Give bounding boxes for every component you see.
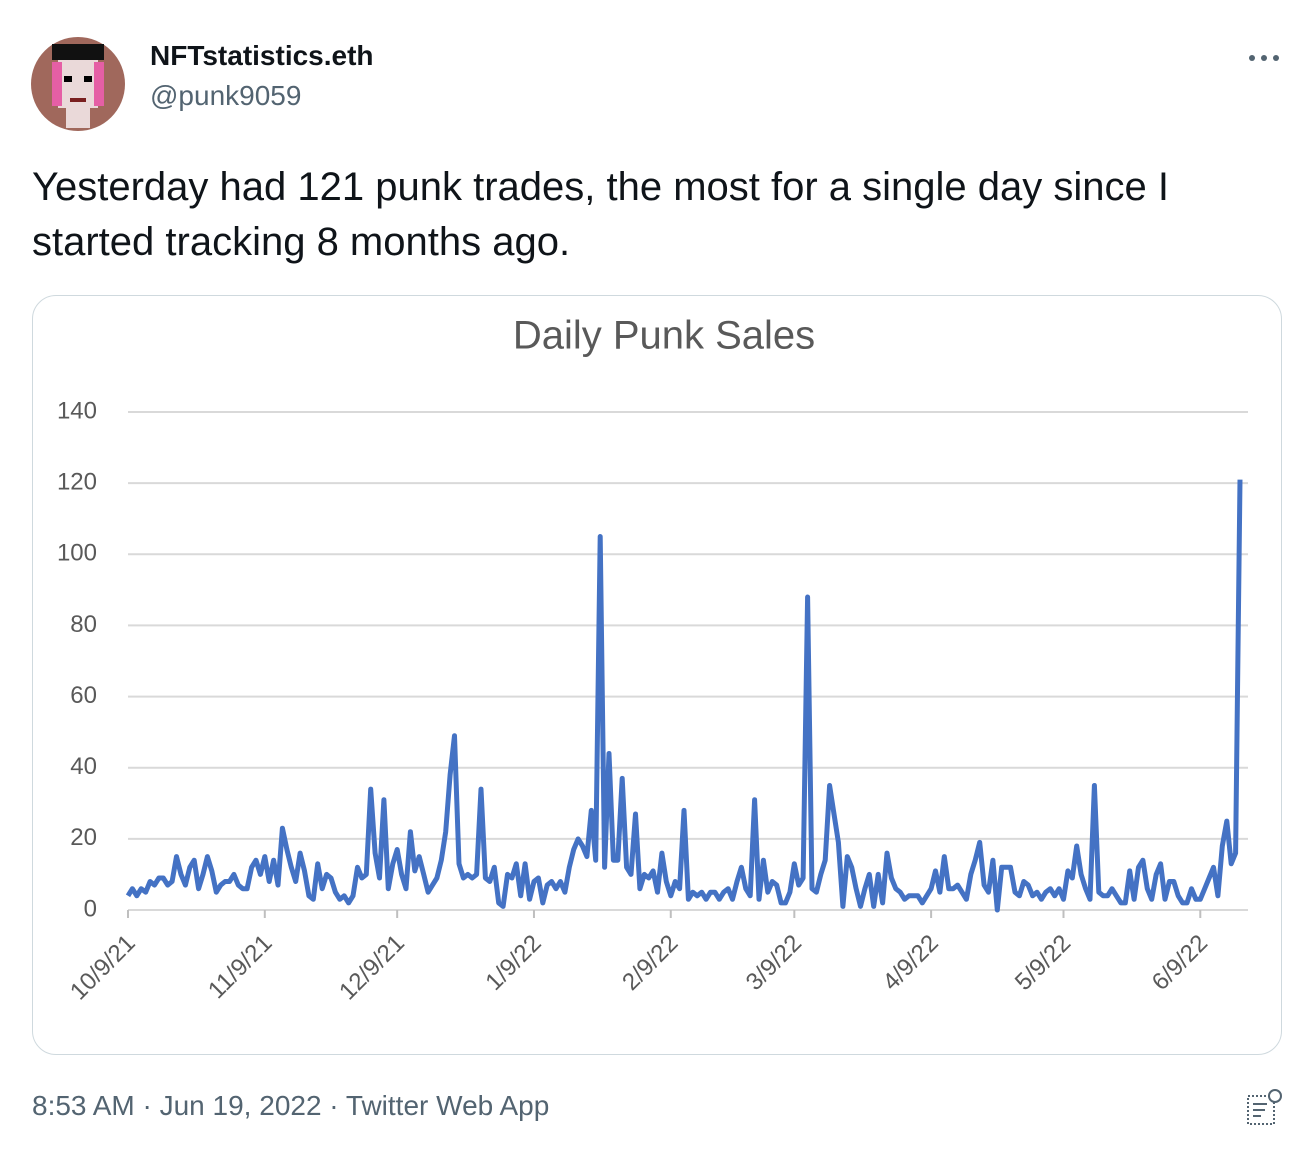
user-name[interactable]: NFTstatistics.eth [150, 40, 374, 71]
y-tick-label: 60 [70, 682, 97, 709]
x-tick-label: 10/9/21 [65, 930, 141, 1006]
y-tick-label: 140 [57, 397, 97, 424]
x-tick-label: 4/9/22 [878, 930, 944, 996]
more-button[interactable] [1245, 48, 1285, 68]
y-tick-label: 80 [70, 611, 97, 638]
tweet-text: Yesterday had 121 punk trades, the most … [32, 165, 1169, 264]
x-tick-label: 5/9/22 [1010, 930, 1076, 996]
data-line [125, 479, 1243, 913]
x-tick-label: 6/9/22 [1147, 930, 1213, 996]
x-tick-label: 12/9/21 [334, 930, 410, 1006]
y-tick-label: 0 [84, 895, 97, 922]
avatar[interactable] [0, 0, 130, 140]
chart-card[interactable] [32, 295, 1282, 1055]
chart-title: Daily Punk Sales [513, 314, 815, 358]
user-handle[interactable]: @punk9059 [150, 80, 302, 111]
x-tick-label: 2/9/22 [617, 930, 683, 996]
tweet-meta: 8:53 AM · Jun 19, 2022 · Twitter Web App [32, 1090, 550, 1121]
y-tick-label: 20 [70, 824, 97, 851]
y-tick-label: 40 [70, 753, 97, 780]
analytics-icon[interactable] [1245, 1088, 1285, 1128]
x-tick-label: 3/9/22 [741, 930, 807, 996]
y-tick-label: 120 [57, 468, 97, 495]
y-tick-label: 100 [57, 540, 97, 567]
x-tick-label: 11/9/21 [203, 930, 277, 1004]
x-tick-label: 1/9/22 [480, 930, 546, 996]
